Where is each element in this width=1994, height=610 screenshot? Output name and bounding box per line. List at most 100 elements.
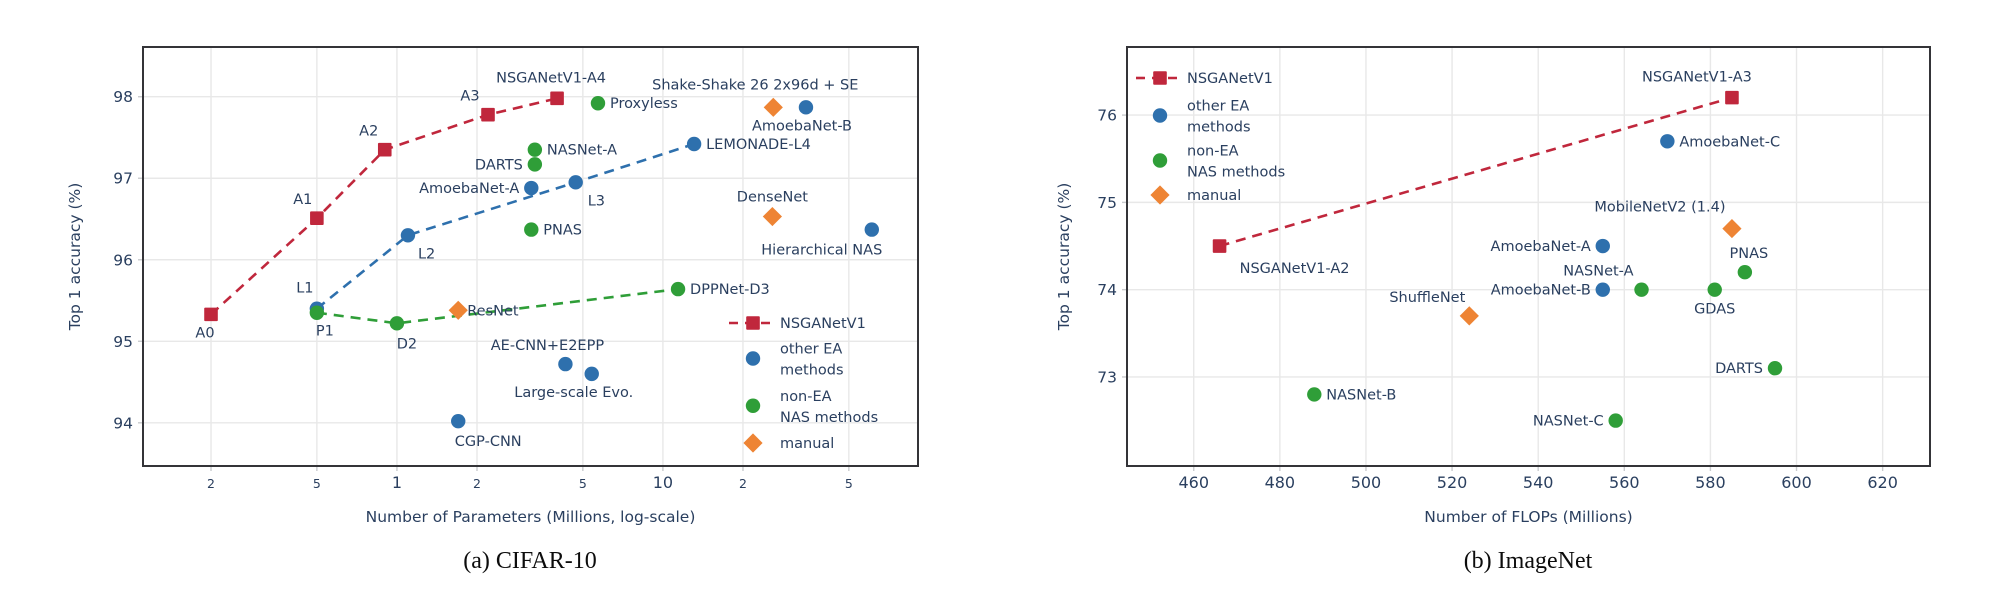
x-tick-label: 10 — [653, 473, 673, 492]
legend-entry: other EA methods — [1152, 99, 1251, 136]
y-tick-label: 98 — [113, 88, 133, 106]
legend-entry: other EA methods — [745, 342, 844, 379]
point-label: ResNet — [467, 303, 519, 319]
legend-label: other EA — [1187, 99, 1249, 115]
data-point-marker — [798, 100, 814, 115]
point-label: MobileNetV2 (1.4) — [1594, 200, 1725, 216]
point-label: AmoebaNet-A — [419, 181, 519, 197]
legend-marker — [746, 316, 760, 330]
data-point-marker — [686, 136, 702, 152]
data-point-marker — [568, 175, 583, 190]
data-point-marker — [584, 366, 599, 382]
series-line — [316, 142, 695, 310]
point-label: L3 — [588, 193, 605, 209]
chart-svg-cifar10: 2 5 1 2 5 10 2 5 94 95 96 97 98 A0 A1 A2 A3 NSGANetV1-A4 L… — [66, 46, 919, 526]
data-point-marker — [762, 206, 782, 227]
data-point-marker — [524, 180, 539, 196]
x-tick-label: 560 — [1609, 473, 1640, 492]
series-line — [210, 97, 558, 316]
data-point-marker — [1722, 218, 1742, 239]
data-point-marker — [1634, 282, 1649, 297]
point-label: L1 — [296, 281, 313, 297]
data-point-marker — [590, 96, 606, 111]
data-point-marker — [448, 300, 468, 320]
caption-cifar10: (a) CIFAR-10 — [463, 548, 597, 574]
legend-entry: non-EA NAS methods — [745, 389, 878, 426]
x-tick-label: 2 — [473, 476, 481, 491]
y-tick-label: 74 — [1097, 281, 1117, 299]
x-tick-label: 540 — [1523, 473, 1554, 492]
legend-entry: manual — [743, 433, 834, 453]
point-label: LEMONADE-L4 — [706, 137, 811, 153]
point-label: DARTS — [475, 157, 523, 173]
point-label: P1 — [316, 324, 334, 340]
legend-label: methods — [1187, 120, 1251, 136]
point-label: Large-scale Evo. — [514, 385, 633, 401]
point-label: L2 — [418, 246, 435, 262]
y-tick-label: 94 — [113, 414, 133, 432]
data-point-marker — [670, 281, 686, 297]
data-point-marker — [1660, 134, 1675, 149]
point-label: PNAS — [543, 223, 582, 239]
series-line — [316, 287, 679, 325]
legend-label: NSGANetV1 — [780, 316, 866, 332]
data-point-marker — [527, 142, 543, 157]
point-label: NSGANetV1-A2 — [1240, 261, 1350, 277]
point-label: DenseNet — [737, 190, 809, 206]
x-tick-label: 500 — [1351, 473, 1382, 492]
data-point-marker — [389, 316, 405, 331]
point-label: DPPNet-D3 — [690, 282, 770, 298]
data-point-marker — [1595, 238, 1610, 254]
plot-frame — [1126, 46, 1931, 467]
x-tick-label: 460 — [1178, 473, 1209, 492]
data-point-marker — [400, 228, 416, 243]
x-tick-label: 5 — [579, 476, 587, 491]
x-axis-title: Number of Parameters (Millions, log-scal… — [366, 508, 696, 526]
point-label: Proxyless — [610, 96, 678, 112]
data-point-marker — [763, 97, 783, 117]
point-label: ShuffleNet — [1389, 290, 1465, 306]
point-label: A3 — [460, 89, 479, 105]
point-label: AE-CNN+E2EPP — [491, 338, 605, 354]
data-point-marker — [1767, 361, 1783, 376]
data-point-marker — [524, 222, 539, 237]
caption-imagenet: (b) ImageNet — [1463, 548, 1593, 574]
legend-label: manual — [1187, 188, 1241, 204]
legend-label: methods — [780, 363, 844, 379]
point-label: A1 — [293, 192, 312, 208]
y-tick-label: 95 — [113, 333, 133, 351]
point-label: Shake-Shake 26 2x96d + SE — [652, 77, 858, 93]
data-point-marker — [1595, 282, 1610, 297]
chart-svg-imagenet: 460 480 500 520 540 560 580 600 620 73 74 75 76 NSGAN… — [1055, 46, 1931, 526]
data-point-marker — [527, 157, 543, 172]
x-tick-label: 5 — [313, 476, 321, 491]
point-label: A2 — [359, 124, 378, 140]
point-label: CGP-CNN — [455, 434, 522, 450]
point-label: D2 — [397, 336, 417, 352]
data-point-marker — [1307, 387, 1322, 402]
data-point-marker — [451, 413, 466, 429]
legend-label: NSGANetV1 — [1187, 71, 1273, 87]
data-point-marker — [310, 211, 324, 225]
point-label: A0 — [195, 325, 214, 341]
legend-entry: NSGANetV1 — [1136, 71, 1273, 87]
y-tick-label: 75 — [1097, 194, 1117, 212]
point-label: AmoebaNet-B — [1491, 283, 1591, 299]
point-label: NASNet-C — [1533, 414, 1604, 430]
legend-marker — [1153, 71, 1167, 85]
legend-entry: non-EA NAS methods — [1152, 144, 1285, 181]
y-tick-label: 76 — [1097, 107, 1117, 125]
series-line — [1219, 96, 1733, 248]
data-point-marker — [1459, 306, 1479, 326]
plot-frame — [142, 46, 919, 467]
legend-label: other EA — [780, 342, 842, 358]
x-axis-title: Number of FLOPs (Millions) — [1424, 508, 1632, 526]
x-tick-label: 2 — [207, 476, 215, 491]
point-label: NSGANetV1-A3 — [1642, 70, 1752, 86]
point-label: AmoebaNet-B — [752, 118, 852, 134]
data-point-marker — [309, 305, 325, 320]
point-label: NSGANetV1-A4 — [496, 70, 606, 86]
legend-marker — [1152, 153, 1168, 168]
x-tick-label: 620 — [1867, 473, 1898, 492]
